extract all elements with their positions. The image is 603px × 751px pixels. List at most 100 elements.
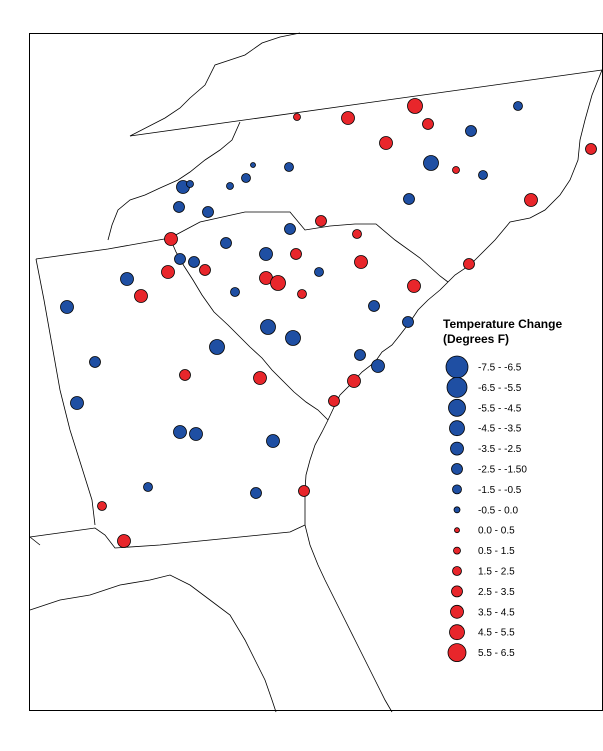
station-marker <box>259 247 273 261</box>
atlantic-coastline <box>304 69 603 713</box>
sc-ga-border <box>169 237 329 421</box>
station-marker <box>202 206 214 218</box>
ga-al-border <box>35 258 96 526</box>
station-marker <box>89 356 101 368</box>
station-marker <box>266 434 280 448</box>
legend-title-line2: (Degrees F) <box>443 332 510 346</box>
station-marker <box>209 339 225 355</box>
legend-label: 1.5 - 2.5 <box>478 567 515 578</box>
legend-symbol <box>446 376 468 398</box>
station-marker <box>341 111 355 125</box>
station-marker <box>188 256 200 268</box>
station-marker <box>284 223 296 235</box>
station-marker <box>297 289 307 299</box>
legend-label: 0.5 - 1.5 <box>478 546 515 557</box>
legend-symbol <box>454 527 460 534</box>
station-marker <box>241 173 251 183</box>
station-marker <box>463 258 475 270</box>
legend-label: -4.5 - -3.5 <box>478 424 522 435</box>
station-marker <box>117 534 131 548</box>
nc-sc-border <box>169 211 449 283</box>
map-frame <box>29 33 603 711</box>
legend-symbol <box>450 441 464 456</box>
legend-label: 2.5 - 3.5 <box>478 587 515 598</box>
legend-label: -5.5 - -4.5 <box>478 403 522 414</box>
station-marker <box>315 215 327 227</box>
station-marker <box>423 155 439 171</box>
legend-label: -6.5 - -5.5 <box>478 383 522 394</box>
legend-label: 4.5 - 5.5 <box>478 628 515 639</box>
station-marker <box>164 232 178 246</box>
station-marker <box>70 396 84 410</box>
station-marker <box>199 264 211 276</box>
station-marker <box>284 162 294 172</box>
station-marker <box>293 113 301 121</box>
station-marker <box>368 300 380 312</box>
nc-tn-border <box>107 121 241 241</box>
station-marker <box>285 330 301 346</box>
station-marker <box>298 485 310 497</box>
station-marker <box>134 289 148 303</box>
station-marker <box>143 482 153 492</box>
station-marker <box>328 395 340 407</box>
station-marker <box>250 487 262 499</box>
legend-symbol <box>449 624 465 641</box>
station-marker <box>173 425 187 439</box>
station-marker <box>290 248 302 260</box>
legend-label: 3.5 - 4.5 <box>478 607 515 618</box>
legend-label: 0.0 - 0.5 <box>478 526 515 537</box>
station-markers <box>60 98 597 548</box>
station-marker <box>60 300 74 314</box>
legend-symbol <box>452 566 462 576</box>
station-marker <box>120 272 134 286</box>
legend-symbol <box>451 585 463 598</box>
legend-symbol <box>448 398 466 417</box>
station-marker <box>478 170 488 180</box>
legend-symbol <box>450 604 464 619</box>
ga-fl-border <box>29 524 306 549</box>
legend-title: Temperature Change (Degrees F) <box>443 317 562 347</box>
legend-title-line1: Temperature Change <box>443 317 563 331</box>
station-marker <box>161 265 175 279</box>
station-marker <box>347 374 361 388</box>
legend-label: -2.5 - -1.50 <box>478 465 527 476</box>
station-marker <box>314 267 324 277</box>
tn-ga-border <box>35 237 171 260</box>
legend-label: -3.5 - -2.5 <box>478 444 522 455</box>
va-wv-border <box>129 32 301 137</box>
station-marker <box>230 287 240 297</box>
station-marker <box>422 118 434 130</box>
legend-symbol <box>452 484 462 495</box>
gulf-coastline <box>29 574 277 713</box>
station-marker <box>407 98 423 114</box>
station-marker <box>402 316 414 328</box>
legend-symbol <box>449 420 465 437</box>
legend-label: -1.5 - -0.5 <box>478 485 522 496</box>
legend-symbol <box>445 355 469 379</box>
station-marker <box>371 359 385 373</box>
station-marker <box>585 143 597 155</box>
station-marker <box>407 279 421 293</box>
station-marker <box>352 229 362 239</box>
station-marker <box>465 125 477 137</box>
station-marker <box>354 255 368 269</box>
station-marker <box>524 193 538 207</box>
station-marker <box>250 162 256 168</box>
station-marker <box>354 349 366 361</box>
fl-al-border <box>29 536 41 546</box>
station-marker <box>253 371 267 385</box>
station-marker <box>513 101 523 111</box>
legend-symbol <box>451 463 463 475</box>
station-marker <box>186 180 194 188</box>
legend-label: -0.5 - 0.0 <box>478 505 518 516</box>
legend-label: 5.5 - 6.5 <box>478 648 515 659</box>
station-marker <box>226 182 234 190</box>
station-marker <box>97 501 107 511</box>
state-boundaries <box>29 32 603 713</box>
station-marker <box>189 427 203 441</box>
station-marker <box>452 166 460 174</box>
legend-symbol <box>453 506 461 514</box>
station-marker <box>173 201 185 213</box>
station-marker <box>403 193 415 205</box>
station-marker <box>379 136 393 150</box>
